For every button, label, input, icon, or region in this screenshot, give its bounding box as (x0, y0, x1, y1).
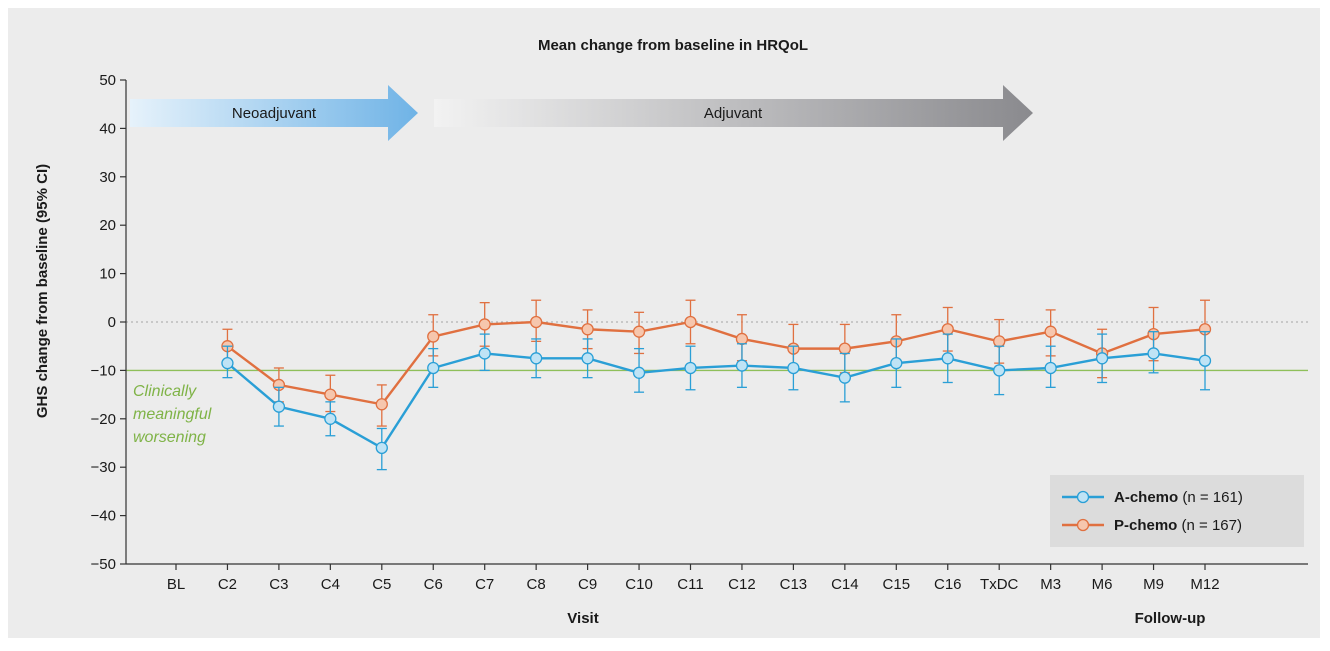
series-a-chemo (221, 331, 1212, 471)
legend-swatch-marker (1076, 490, 1090, 504)
chart-frame: Mean change from baseline in HRQoL GHS c… (8, 8, 1320, 638)
axes: 50 40 30 20 10 0 −10 −20 −30 −40 −50 BL C2 C3 C4 C5 C6 C7… (91, 72, 1308, 593)
x-tick-label: C10 (625, 576, 653, 593)
threshold-label-line: worsening (133, 429, 206, 446)
data-point (530, 352, 543, 365)
phase-label-neoadjuvant: Neoadjuvant (232, 105, 317, 122)
series-p-chemo (221, 299, 1212, 427)
series-layer (221, 299, 1212, 471)
y-tick-label: 0 (108, 314, 116, 331)
x-tick-label: C6 (424, 576, 443, 593)
x-tick-label: M12 (1190, 576, 1219, 593)
data-point (632, 325, 646, 338)
data-point (324, 388, 337, 401)
x-tick-label: M3 (1040, 576, 1061, 593)
x-tick-label: C13 (780, 576, 808, 593)
phase-arrows: Neoadjuvant Adjuvant (130, 85, 1033, 141)
y-tick-label: 40 (99, 120, 116, 137)
y-tick-label: 50 (99, 72, 116, 89)
data-point (1147, 347, 1160, 360)
y-tick-label: −30 (91, 459, 116, 476)
data-point (1044, 325, 1057, 338)
legend-box (1050, 475, 1304, 547)
y-tick-label: 30 (99, 169, 116, 186)
x-tick-label: M6 (1092, 576, 1113, 593)
data-point (941, 352, 954, 365)
data-point (478, 318, 491, 331)
line-chart: Mean change from baseline in HRQoL GHS c… (34, 37, 1308, 627)
data-point (993, 335, 1006, 348)
x-tick-label: C9 (578, 576, 597, 593)
legend-entry: P-chemo (n = 167) (1114, 517, 1242, 534)
phase-label-adjuvant: Adjuvant (704, 105, 763, 122)
data-point (1198, 354, 1212, 367)
data-point (324, 412, 337, 425)
legend-swatch-marker (1076, 518, 1090, 532)
data-point (581, 323, 594, 336)
data-point (272, 400, 286, 413)
x-tick-label: C2 (218, 576, 237, 593)
x-tick-label: C16 (934, 576, 962, 593)
y-tick-label: 10 (99, 266, 116, 283)
data-point (478, 347, 491, 360)
y-tick-label: −10 (91, 362, 116, 379)
y-tick-label: −50 (91, 556, 116, 573)
data-point (838, 371, 851, 384)
data-point (1095, 352, 1109, 365)
x-tick-label: TxDC (980, 576, 1018, 593)
x-tick-label: C7 (475, 576, 494, 593)
data-point (890, 356, 903, 370)
x-tick-label: M9 (1143, 576, 1164, 593)
x-axis-label: Visit (567, 610, 598, 627)
x-tick-label: C4 (321, 576, 340, 593)
data-point (787, 361, 800, 375)
y-axis-label: GHS change from baseline (95% CI) (34, 164, 51, 418)
x-tick-label: C8 (527, 576, 546, 593)
x-tick-label: BL (167, 576, 185, 593)
data-point (375, 441, 388, 454)
x-tick-label: C12 (728, 576, 756, 593)
x-axis-label-follow-up: Follow-up (1135, 610, 1206, 627)
x-tick-label: C5 (372, 576, 391, 593)
reference-lines: Clinically meaningful worsening (126, 321, 1308, 446)
x-tick-label: C11 (677, 576, 703, 593)
data-point (993, 364, 1006, 377)
y-tick-label: −40 (91, 508, 116, 525)
data-point (427, 330, 440, 343)
y-tick-label: 20 (99, 217, 116, 234)
phase-arrow-neoadjuvant (130, 85, 418, 141)
data-point (735, 332, 749, 346)
legend-entry: A-chemo (n = 161) (1114, 489, 1243, 506)
data-point (684, 361, 697, 375)
data-point (530, 315, 543, 329)
data-point (581, 352, 594, 365)
y-tick-label: −20 (91, 411, 116, 428)
x-tick-label: C3 (269, 576, 288, 593)
data-point (838, 342, 851, 355)
threshold-label-line: Clinically (133, 383, 197, 400)
x-tick-label: C15 (883, 576, 911, 593)
legend: A-chemo (n = 161) P-chemo (n = 167) (1050, 475, 1304, 547)
series-line (226, 320, 1206, 406)
phase-arrow-adjuvant (434, 85, 1033, 141)
chart-title: Mean change from baseline in HRQoL (538, 37, 808, 54)
data-point (941, 323, 954, 336)
x-tick-label: C14 (831, 576, 859, 593)
data-point (632, 366, 646, 379)
data-point (375, 398, 388, 411)
data-point (1044, 361, 1057, 375)
data-point (735, 359, 749, 372)
threshold-label-line: meaningful (133, 406, 212, 423)
data-point (221, 356, 234, 370)
data-point (427, 361, 440, 375)
data-point (684, 315, 697, 329)
series-line (226, 352, 1206, 450)
